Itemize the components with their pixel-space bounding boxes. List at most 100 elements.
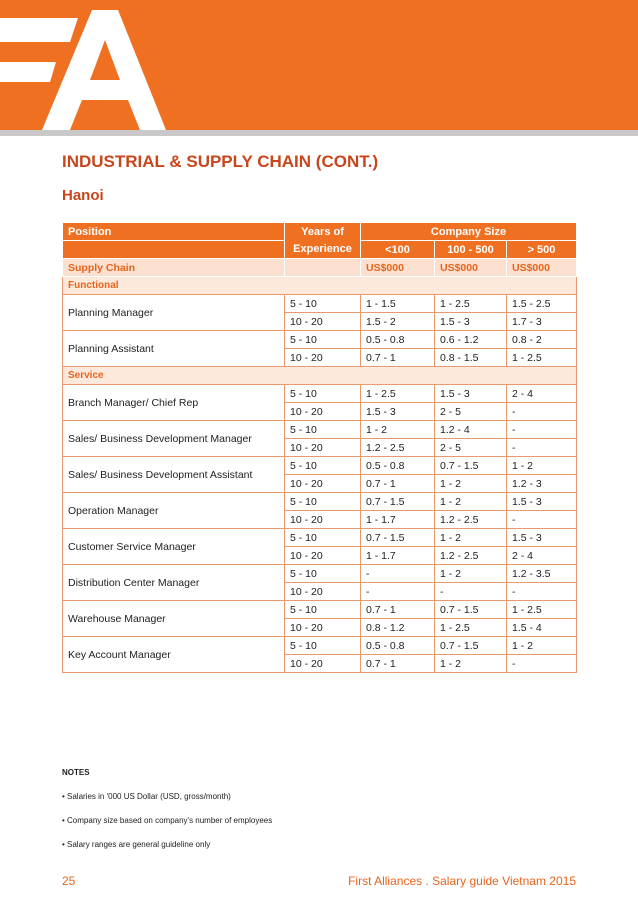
logo-f-middle xyxy=(0,62,56,82)
section-row: Functional xyxy=(61,276,578,295)
unit-label: US$000 xyxy=(434,258,507,277)
salary-cell: - xyxy=(505,438,578,457)
role-title: Key Account Manager xyxy=(62,636,285,673)
salary-cell: - xyxy=(360,582,435,601)
salary-cell: 0.5 - 0.8 xyxy=(360,330,435,349)
salary-cell: 0.7 - 1.5 xyxy=(360,492,435,511)
salary-cell: 1.7 - 3 xyxy=(505,312,578,331)
salary-cell: 0.7 - 1 xyxy=(360,600,435,619)
banner-shadow xyxy=(0,128,638,136)
salary-cell: 1 - 2.5 xyxy=(434,294,507,313)
logo-a-counter xyxy=(90,40,120,80)
salary-cell: 0.6 - 1.2 xyxy=(434,330,507,349)
unit-label: US$000 xyxy=(505,258,578,277)
salary-cell: 0.8 - 2 xyxy=(505,330,578,349)
experience-cell: 5 - 10 xyxy=(284,636,361,655)
salary-cell: 1 - 1.7 xyxy=(360,510,435,529)
role-title: Sales/ Business Development Assistant xyxy=(62,456,285,493)
experience-cell: 5 - 10 xyxy=(284,600,361,619)
salary-cell: 2 - 4 xyxy=(505,546,578,565)
data-row: 10 - 20 1 - 1.7 1.2 - 2.5- xyxy=(63,510,578,529)
salary-cell: 1 - 2.5 xyxy=(505,600,578,619)
role-title: Warehouse Manager xyxy=(62,600,285,637)
experience-cell: 10 - 20 xyxy=(284,474,361,493)
data-row: 10 - 20- - - xyxy=(63,582,578,601)
role-title: Planning Assistant xyxy=(62,330,285,367)
experience-cell: 10 - 20 xyxy=(284,618,361,637)
header-experience: Years of Experience xyxy=(284,222,361,259)
data-row: 10 - 20 0.8 - 1.2 1 - 2.5 1.5 - 4 xyxy=(63,618,578,637)
data-row: Branch Manager/ Chief Rep 5 - 10 1 - 2.5 1.… xyxy=(62,384,578,421)
data-row: Warehouse Manager 5 - 10 0.7 - 1 0.7 - 1.5 1… xyxy=(62,600,578,637)
header-size: 100 - 500 xyxy=(434,240,507,259)
salary-cell: 1.5 - 3 xyxy=(434,312,507,331)
note-item: • Company size based on company's number… xyxy=(62,816,273,825)
role-title: Distribution Center Manager xyxy=(62,564,285,601)
salary-cell: 1 - 2.5 xyxy=(505,348,578,367)
role-title: Customer Service Manager xyxy=(62,528,285,565)
salary-cell: 1 - 2 xyxy=(434,474,507,493)
experience-cell: 5 - 10 xyxy=(284,384,361,403)
role-title: Branch Manager/ Chief Rep xyxy=(62,384,285,421)
salary-cell: 0.7 - 1.5 xyxy=(434,636,507,655)
experience-cell: 10 - 20 xyxy=(284,402,361,421)
salary-cell: 0.8 - 1.5 xyxy=(434,348,507,367)
salary-cell: 1.5 - 3 xyxy=(434,384,507,403)
salary-cell: 0.7 - 1.5 xyxy=(434,600,507,619)
salary-cell: 0.8 - 1.2 xyxy=(360,618,435,637)
section-row: Service xyxy=(61,366,578,385)
header-position: Position xyxy=(62,222,285,241)
header-blank xyxy=(62,240,285,259)
note-item: • Salary ranges are general guideline on… xyxy=(62,840,211,849)
salary-cell: 1.2 - 3.5 xyxy=(505,564,578,583)
experience-cell: 10 - 20 xyxy=(284,312,361,331)
salary-cell: 1.5 - 4 xyxy=(505,618,578,637)
salary-cell: 1 - 2 xyxy=(360,420,435,439)
section-label: Service xyxy=(61,366,578,385)
data-row: Key Account Manager 5 - 10 0.5 - 0.8 0.7 - … xyxy=(62,636,578,673)
salary-cell: 1 - 2 xyxy=(434,528,507,547)
salary-cell: 0.7 - 1 xyxy=(360,654,435,673)
notes: NOTES • Salaries in '000 US Dollar (USD,… xyxy=(62,768,272,864)
data-row: Planning Manager 5 - 10 1 - 1.5 1 - 2.5 1.5 … xyxy=(62,294,578,331)
data-row: Sales/ Business Development Assistant 5 -… xyxy=(62,456,578,493)
salary-cell: 2 - 4 xyxy=(505,384,578,403)
experience-cell: 10 - 20 xyxy=(284,546,361,565)
salary-table: Position Years of Experience Company Siz… xyxy=(61,222,578,673)
data-row: 10 - 20 0.7 - 1 0.8 - 1.5 1 - 2.5 xyxy=(63,348,578,367)
role-title: Sales/ Business Development Manager xyxy=(62,420,285,457)
unit-label: US$000 xyxy=(360,258,435,277)
salary-cell: - xyxy=(505,402,578,421)
salary-cell: 1.2 - 3 xyxy=(505,474,578,493)
salary-cell: 1 - 2 xyxy=(505,636,578,655)
experience-cell: 5 - 10 xyxy=(284,456,361,475)
subtitle: Hanoi xyxy=(62,187,104,204)
salary-cell: - xyxy=(505,510,578,529)
salary-cell: - xyxy=(360,564,435,583)
salary-cell: 1 - 2 xyxy=(434,492,507,511)
role-title: Operation Manager xyxy=(62,492,285,529)
data-row: Sales/ Business Development Manager 5 - 1… xyxy=(62,420,578,457)
salary-cell: 1.5 - 2.5 xyxy=(505,294,578,313)
experience-cell: 5 - 10 xyxy=(284,420,361,439)
salary-cell: - xyxy=(505,654,578,673)
header-size: > 500 xyxy=(505,240,578,259)
salary-cell: 1 - 2.5 xyxy=(434,618,507,637)
experience-cell: 5 - 10 xyxy=(284,492,361,511)
salary-cell: 1 - 2 xyxy=(505,456,578,475)
salary-cell: 0.7 - 1 xyxy=(360,348,435,367)
salary-cell: 0.5 - 0.8 xyxy=(360,636,435,655)
experience-cell: 5 - 10 xyxy=(284,564,361,583)
experience-cell: 10 - 20 xyxy=(284,348,361,367)
salary-cell: 1.5 - 2 xyxy=(360,312,435,331)
salary-cell: 1.5 - 3 xyxy=(360,402,435,421)
salary-cell: - xyxy=(505,582,578,601)
salary-cell: 0.7 - 1.5 xyxy=(360,528,435,547)
group-label: Supply Chain xyxy=(62,258,285,277)
data-row: 10 - 20 1.5 - 2 1.5 - 3 1.7 - 3 xyxy=(63,312,578,331)
salary-cell: 1.2 - 2.5 xyxy=(434,546,507,565)
notes-title: NOTES xyxy=(62,768,90,777)
